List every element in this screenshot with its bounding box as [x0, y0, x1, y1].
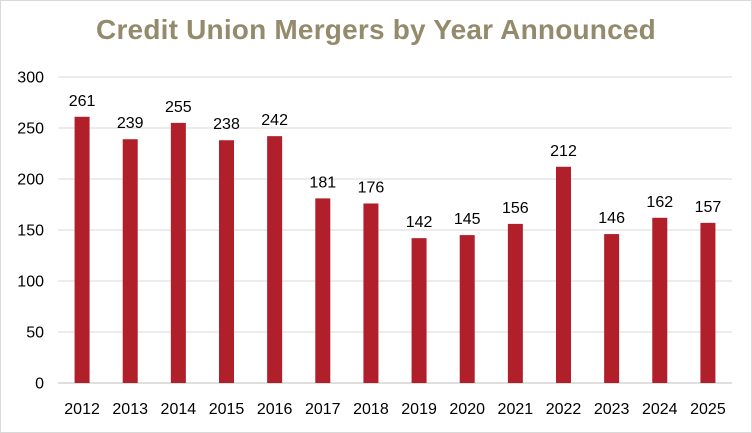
- bar: [74, 116, 90, 383]
- bar: [315, 198, 331, 383]
- y-tick-label: 0: [35, 376, 44, 393]
- x-tick-label: 2021: [498, 401, 534, 418]
- y-tick-label: 50: [26, 325, 44, 342]
- bar: [652, 217, 668, 383]
- bar: [219, 140, 234, 383]
- data-label: 176: [358, 179, 385, 196]
- data-label: 162: [646, 194, 673, 211]
- data-label: 255: [165, 99, 192, 116]
- bar: [411, 238, 427, 383]
- data-label: 145: [454, 211, 481, 228]
- y-tick-label: 300: [17, 70, 44, 87]
- data-label: 157: [695, 199, 722, 216]
- data-label: 238: [213, 116, 240, 133]
- gridlines: [58, 76, 732, 384]
- data-label: 261: [69, 93, 96, 110]
- x-tick-label: 2014: [161, 401, 197, 418]
- bar: [267, 136, 283, 383]
- data-label: 181: [309, 174, 336, 191]
- bar: [556, 166, 571, 383]
- bar: [363, 203, 379, 383]
- data-label: 212: [550, 143, 577, 160]
- x-tick-label: 2015: [209, 401, 245, 418]
- bar: [122, 139, 138, 383]
- data-labels: 261 239 255 238 242 181 176 142 145 156 212 146 162 1…: [69, 93, 722, 231]
- x-tick-label: 2022: [546, 401, 582, 418]
- x-tick-label: 2024: [642, 401, 678, 418]
- x-tick-label: 2019: [401, 401, 437, 418]
- x-axis: 2012 2013 2014 2015 2016 2017 2018 2019 2020 2021…: [64, 401, 726, 418]
- x-tick-label: 2012: [64, 401, 100, 418]
- x-tick-label: 2013: [112, 401, 148, 418]
- x-tick-label: 2020: [449, 401, 485, 418]
- bar: [700, 222, 716, 383]
- bar: [507, 223, 523, 383]
- data-label: 239: [117, 115, 144, 132]
- x-tick-label: 2017: [305, 401, 341, 418]
- data-label: 156: [502, 200, 529, 217]
- x-tick-label: 2025: [690, 401, 726, 418]
- x-tick-label: 2018: [353, 401, 389, 418]
- data-label: 142: [406, 214, 433, 231]
- bar: [604, 234, 620, 383]
- x-tick-label: 2023: [594, 401, 630, 418]
- y-tick-label: 200: [17, 172, 44, 189]
- bar: [170, 122, 186, 384]
- x-tick-label: 2016: [257, 401, 293, 418]
- y-tick-label: 150: [17, 223, 44, 240]
- bar: [459, 235, 475, 383]
- y-tick-label: 250: [17, 121, 44, 138]
- y-tick-label: 100: [17, 274, 44, 291]
- bars: [74, 116, 716, 384]
- data-label: 146: [598, 210, 625, 227]
- data-label: 242: [261, 112, 288, 129]
- y-axis: 0 50 100 150 200 250 300: [17, 70, 44, 393]
- chart-title: Credit Union Mergers by Year Announced: [96, 14, 656, 45]
